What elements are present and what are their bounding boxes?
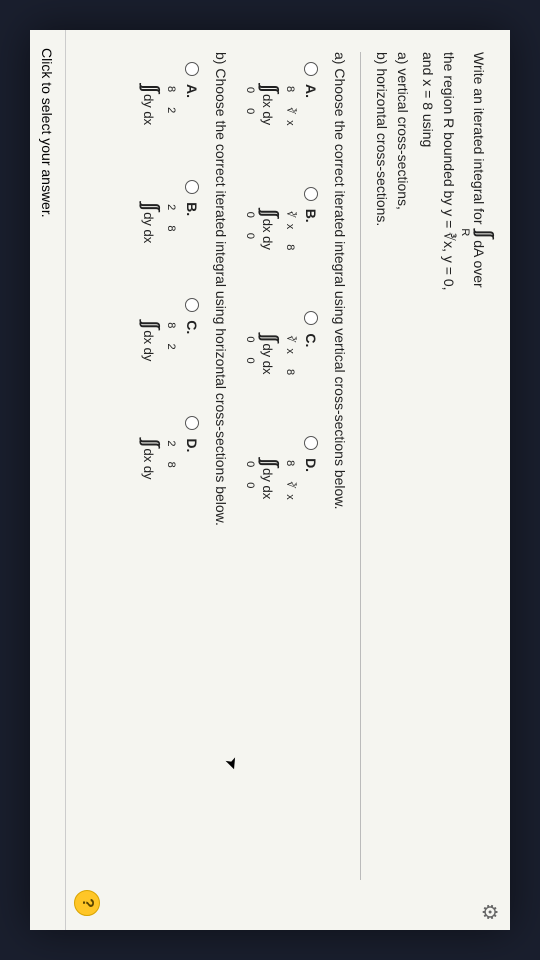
integral-symbols: ∫∫: [139, 202, 164, 208]
option-a-B[interactable]: B. ∛x 8 ∫∫ dx dy 0 0: [243, 187, 321, 257]
section-a-options: A. 8 ∛x ∫∫ dx dy 0 0 B. ∛x 8: [243, 62, 321, 880]
differential: dy dx: [141, 94, 156, 125]
help-button[interactable]: ?: [74, 890, 100, 916]
prompt-line1: Write an iterated integral for ∫∫ R dA o…: [459, 52, 496, 880]
option-letter: A.: [184, 84, 200, 98]
integral-expression: 2 8 ∫∫ dx dy: [138, 438, 178, 479]
upper-limits: 2 8: [164, 202, 177, 243]
option-a-A[interactable]: A. 8 ∛x ∫∫ dx dy 0 0: [243, 62, 321, 132]
option-letter: C.: [184, 320, 200, 334]
integral-symbols: ∫∫: [258, 458, 283, 464]
lower-limits: 0 0: [243, 84, 256, 132]
option-letter: A.: [303, 84, 319, 98]
upper-limits: 8 ∛x: [283, 458, 296, 506]
question-panel: ⚙ Write an iterated integral for ∫∫ R dA…: [30, 30, 510, 930]
double-integral: ∫∫: [473, 229, 498, 235]
footer-instruction: Click to select your answer.: [30, 30, 66, 930]
differential: dx dy: [141, 448, 156, 479]
lower-limits: 0 0: [243, 458, 256, 506]
option-b-A[interactable]: A. 8 2 ∫∫ dy dx: [138, 62, 203, 125]
radio-icon[interactable]: [185, 298, 199, 312]
option-letter: C.: [303, 333, 319, 347]
section-a-title: a) Choose the correct iterated integral …: [329, 52, 350, 880]
prompt-text: dA over: [471, 240, 487, 287]
upper-limits: ∛x 8: [283, 209, 296, 257]
differential: dy dx: [260, 468, 275, 499]
integral-symbols: ∫∫: [139, 84, 164, 90]
integral-symbols: ∫∫: [139, 438, 164, 444]
prompt-line3: and x = 8 using: [417, 52, 438, 880]
option-letter: B.: [303, 209, 319, 223]
lower-limits: 0 0: [243, 209, 256, 257]
prompt-text: Write an iterated integral for: [471, 52, 487, 228]
radio-icon[interactable]: [304, 436, 318, 450]
radio-icon[interactable]: [304, 187, 318, 201]
prompt-part-b: b) horizontal cross-sections.: [371, 52, 392, 880]
integral-expression: ∛x 8 ∫∫ dy dx 0 0: [243, 333, 296, 381]
section-b-options: A. 8 2 ∫∫ dy dx B. 2 8 ∫∫ dy dx: [138, 62, 203, 880]
option-a-D[interactable]: D. 8 ∛x ∫∫ dy dx 0 0: [243, 436, 321, 506]
radio-icon[interactable]: [185, 180, 199, 194]
option-letter: B.: [184, 202, 200, 216]
integral-symbols: ∫∫: [258, 333, 283, 339]
integral-symbol: ∫∫ R: [459, 228, 496, 236]
differential: dx dy: [141, 330, 156, 361]
radio-icon[interactable]: [304, 62, 318, 76]
content-area: Write an iterated integral for ∫∫ R dA o…: [30, 30, 510, 930]
integral-expression: 8 2 ∫∫ dy dx: [138, 84, 178, 125]
differential: dy dx: [260, 343, 275, 374]
upper-limits: 2 8: [164, 438, 177, 479]
section-b-title: b) Choose the correct iterated integral …: [210, 52, 231, 880]
integral-symbols: ∫∫: [258, 209, 283, 215]
prompt-part-a: a) vertical cross-sections,: [392, 52, 413, 880]
upper-limits: 8 2: [164, 320, 177, 361]
upper-limits: 8 2: [164, 84, 177, 125]
integral-expression: 8 ∛x ∫∫ dx dy 0 0: [243, 84, 296, 132]
integral-symbols: ∫∫: [258, 84, 283, 90]
region-label: R: [459, 228, 471, 236]
divider: [360, 52, 361, 880]
radio-icon[interactable]: [185, 62, 199, 76]
option-letter: D.: [184, 438, 200, 452]
option-b-B[interactable]: B. 2 8 ∫∫ dy dx: [138, 180, 203, 243]
option-b-C[interactable]: C. 8 2 ∫∫ dx dy: [138, 298, 203, 361]
prompt-line2: the region R bounded by y = ∛x, y = 0,: [438, 52, 459, 880]
option-a-C[interactable]: C. ∛x 8 ∫∫ dy dx 0 0: [243, 311, 321, 381]
upper-limits: ∛x 8: [283, 333, 296, 381]
integral-expression: ∛x 8 ∫∫ dx dy 0 0: [243, 209, 296, 257]
radio-icon[interactable]: [185, 416, 199, 430]
radio-icon[interactable]: [304, 311, 318, 325]
upper-limits: 8 ∛x: [283, 84, 296, 132]
gear-icon[interactable]: ⚙: [477, 894, 510, 930]
integral-expression: 2 8 ∫∫ dy dx: [138, 202, 178, 243]
integral-expression: 8 2 ∫∫ dx dy: [138, 320, 178, 361]
option-letter: D.: [303, 458, 319, 472]
integral-expression: 8 ∛x ∫∫ dy dx 0 0: [243, 458, 296, 506]
differential: dx dy: [260, 219, 275, 250]
differential: dy dx: [141, 212, 156, 243]
lower-limits: 0 0: [243, 333, 256, 381]
integral-symbols: ∫∫: [139, 320, 164, 326]
option-b-D[interactable]: D. 2 8 ∫∫ dx dy: [138, 416, 203, 479]
differential: dx dy: [260, 94, 275, 125]
